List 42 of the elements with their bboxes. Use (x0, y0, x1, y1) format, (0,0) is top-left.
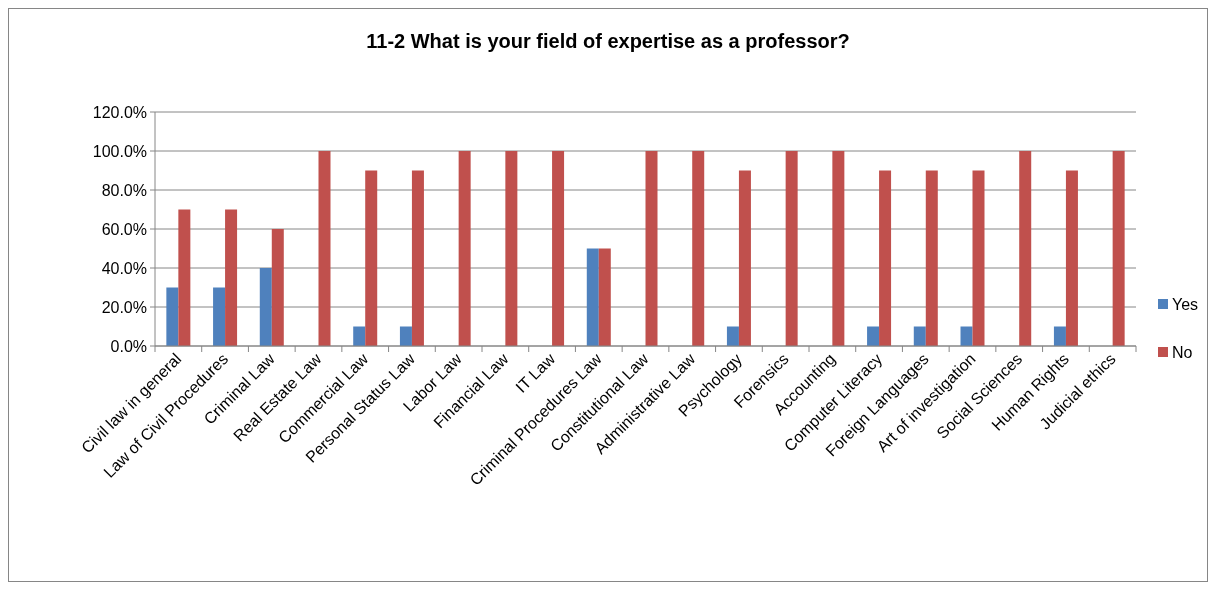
bar (879, 170, 892, 346)
bar (913, 326, 926, 346)
bar (318, 151, 331, 346)
bar (353, 326, 366, 346)
chart-title: 11-2 What is your field of expertise as a professor? (366, 30, 850, 52)
bar (645, 151, 658, 346)
bar (598, 248, 611, 346)
bar (505, 151, 518, 346)
bar (365, 170, 378, 346)
y-tick-label: 80.0% (101, 181, 147, 199)
bar (738, 170, 751, 346)
bar (867, 326, 880, 346)
bar (178, 209, 191, 346)
bar (586, 248, 599, 346)
y-tick-label: 40.0% (101, 259, 147, 277)
legend-label: Yes (1172, 295, 1199, 313)
y-tick-label: 20.0% (101, 298, 147, 316)
legend-label: No (1172, 343, 1193, 361)
bar (925, 170, 938, 346)
bar (1019, 151, 1032, 346)
bar (271, 229, 284, 346)
bar (458, 151, 471, 346)
y-tick-label: 100.0% (92, 142, 147, 160)
bar (259, 268, 272, 346)
y-tick-label: 60.0% (101, 220, 147, 238)
y-tick-label: 120.0% (92, 103, 147, 121)
bar (552, 151, 565, 346)
bar (726, 326, 739, 346)
bar (692, 151, 705, 346)
bar (1053, 326, 1066, 346)
bar (832, 151, 845, 346)
bar (960, 326, 973, 346)
bar (213, 287, 226, 346)
bar (166, 287, 179, 346)
bar (1065, 170, 1078, 346)
bar (1112, 151, 1125, 346)
bar (785, 151, 798, 346)
bar (972, 170, 985, 346)
y-tick-label: 0.0% (110, 337, 147, 355)
bar (225, 209, 238, 346)
bar (399, 326, 412, 346)
bar (411, 170, 424, 346)
